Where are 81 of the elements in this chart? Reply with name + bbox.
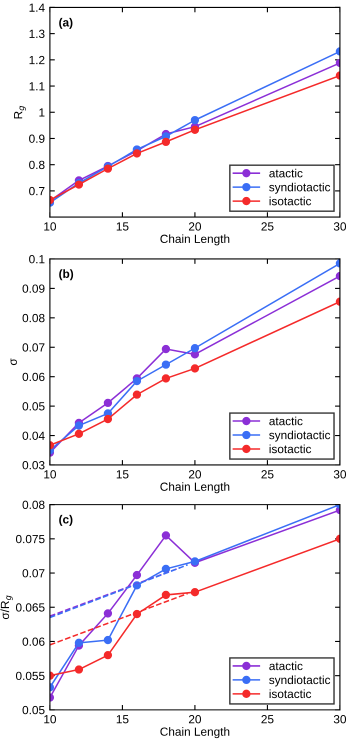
y-tick-label: 0.055 <box>16 672 45 680</box>
point <box>74 638 84 647</box>
annotation: (c) <box>59 514 72 526</box>
x-tick-label: 25 <box>261 715 274 724</box>
point <box>104 398 112 408</box>
legend-label: syndiotactic <box>269 182 330 194</box>
x-tick-label: 30 <box>334 222 346 231</box>
y-tick-label: 0.05 <box>22 402 45 411</box>
point <box>162 344 170 354</box>
y-tick-label: 0.8 <box>29 160 45 170</box>
point <box>162 531 170 540</box>
y-tick-label: 0.08 <box>22 314 45 322</box>
y-tick-label: 0.07 <box>22 343 44 352</box>
x-tick-label: 25 <box>261 470 274 479</box>
x-tick-label: 20 <box>188 470 202 479</box>
point <box>162 590 170 600</box>
x-axis-title: Chain Length <box>160 482 230 494</box>
annotation: (a) <box>59 18 72 29</box>
y-tick-label: 1.2 <box>30 56 44 64</box>
y-tick-label: 0.06 <box>22 372 45 382</box>
y-tick-label: 1.1 <box>30 82 44 90</box>
x-axis-title: Chain Length <box>160 727 230 738</box>
y-axis-title: R$_{g}$ <box>14 106 26 118</box>
x-tick-label: 15 <box>116 715 128 724</box>
point <box>104 609 112 618</box>
point <box>190 364 200 373</box>
y-tick-label: 0.7 <box>29 186 44 196</box>
x-tick-label: 25 <box>261 222 274 231</box>
legend-label: syndiotactic <box>269 675 330 686</box>
point <box>74 665 84 674</box>
point <box>132 570 142 580</box>
point <box>74 421 84 430</box>
legend-label: atactic <box>269 416 303 426</box>
x-tick-label: 30 <box>334 470 346 479</box>
y-tick-label: 0.1 <box>29 255 44 264</box>
point <box>190 126 200 134</box>
legend-label: isotactic <box>270 689 312 698</box>
point <box>132 149 142 158</box>
y-tick-label: 1 <box>39 108 44 117</box>
y-axis-title: σ/R$_{g}$ <box>0 596 13 620</box>
y-tick-label: 1.3 <box>30 30 45 38</box>
x-tick-label: 15 <box>116 470 128 479</box>
point <box>74 430 84 438</box>
y-tick-label: 0.07 <box>22 569 44 578</box>
legend-label: isotactic <box>270 444 312 454</box>
legend-label: atactic <box>269 168 303 178</box>
x-tick-label: 20 <box>188 715 202 724</box>
y-tick-label: 0.9 <box>29 134 44 143</box>
point <box>162 138 170 146</box>
point <box>190 116 200 124</box>
x-axis-title: Chain Length <box>160 234 230 246</box>
y-tick-label: 0.065 <box>16 603 45 612</box>
point <box>104 636 112 644</box>
x-tick-label: 30 <box>334 715 346 724</box>
x-tick-label: 10 <box>44 470 56 479</box>
y-tick-label: 0.03 <box>22 461 45 470</box>
y-tick-label: 0.06 <box>22 637 45 646</box>
legend-label: atactic <box>269 662 303 670</box>
point <box>162 564 170 574</box>
point <box>162 360 170 369</box>
y-tick-label: 0.05 <box>22 706 45 714</box>
y-tick-label: 1.4 <box>30 4 45 12</box>
x-tick-label: 10 <box>44 715 56 724</box>
y-tick-label: 0.08 <box>22 500 45 510</box>
y-axis-title: σ <box>10 358 17 366</box>
x-tick-label: 15 <box>116 222 128 231</box>
point <box>104 414 112 424</box>
point <box>190 588 200 596</box>
point <box>132 376 142 386</box>
legend-label: isotactic <box>270 196 312 206</box>
annotation: (b) <box>59 269 74 280</box>
point <box>190 344 200 352</box>
x-tick-label: 10 <box>44 222 56 231</box>
x-tick-label: 20 <box>188 222 202 231</box>
y-tick-label: 0.075 <box>16 534 45 544</box>
point <box>104 650 112 660</box>
point <box>162 374 170 383</box>
y-tick-label: 0.04 <box>22 432 45 440</box>
point <box>132 390 142 399</box>
legend-label: syndiotactic <box>269 430 330 442</box>
y-tick-label: 0.09 <box>22 284 44 293</box>
